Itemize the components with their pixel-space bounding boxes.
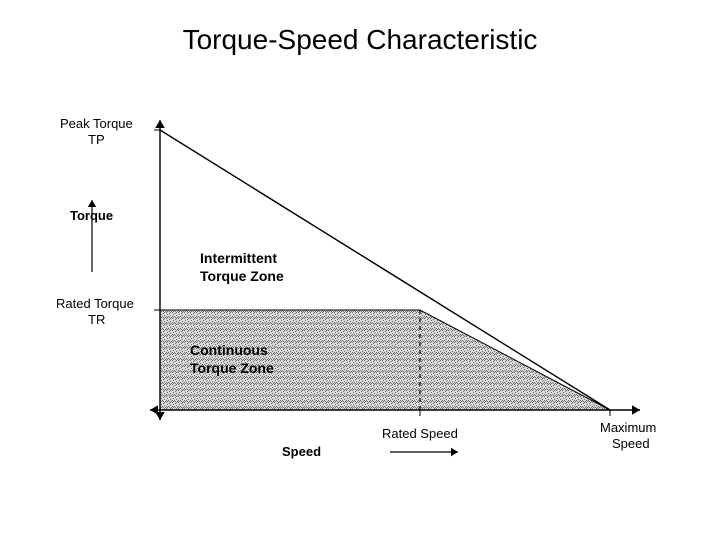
continuous-zone-label-2: Torque Zone [190, 360, 274, 377]
peak-torque-label-2: TP [88, 132, 105, 148]
peak-torque-label-1: Peak Torque [60, 116, 133, 132]
intermittent-zone-label-1: Intermittent [200, 250, 277, 267]
rated-torque-label-1: Rated Torque [56, 296, 134, 312]
max-speed-label-2: Speed [612, 436, 650, 452]
intermittent-zone-label-2: Torque Zone [200, 268, 284, 285]
speed-axis-label: Speed [282, 444, 321, 460]
chart-svg [60, 90, 680, 490]
rated-speed-label: Rated Speed [382, 426, 458, 442]
continuous-zone-label-1: Continuous [190, 342, 268, 359]
torque-speed-chart [60, 90, 680, 490]
page-title: Torque-Speed Characteristic [0, 24, 720, 56]
max-speed-label-1: Maximum [600, 420, 656, 436]
torque-axis-label: Torque [70, 208, 113, 224]
rated-torque-label-2: TR [88, 312, 105, 328]
